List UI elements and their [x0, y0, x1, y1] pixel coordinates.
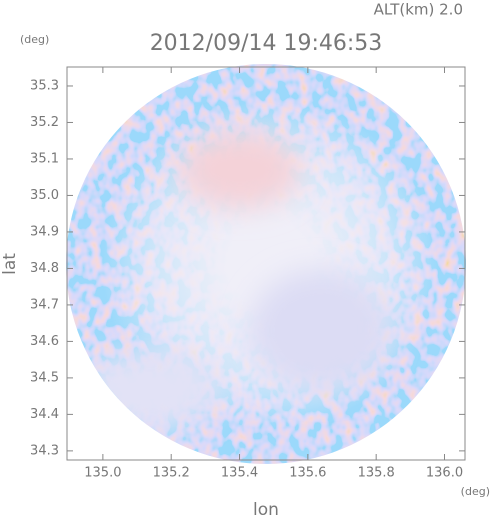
x-unit: (deg) — [461, 485, 490, 498]
x-tick-label: 135.2 — [153, 466, 190, 481]
y-tick-label: 34.7 — [30, 297, 59, 312]
y-tick-label: 34.4 — [30, 407, 59, 422]
y-tick-label: 34.5 — [30, 370, 59, 385]
y-unit: (deg) — [20, 33, 49, 46]
plot-frame — [66, 66, 466, 461]
y-tick-label: 35.2 — [30, 115, 59, 130]
y-tick-label: 35.3 — [30, 78, 59, 93]
x-tick-label: 136.0 — [426, 466, 463, 481]
y-tick-label: 35.0 — [30, 188, 59, 203]
x-tick-label: 135.4 — [221, 466, 258, 481]
x-tick-label: 135.8 — [358, 466, 395, 481]
y-tick-label: 34.3 — [30, 443, 59, 458]
radar-field — [66, 64, 466, 464]
header: ALT(km) 2.0 — [374, 1, 463, 19]
x-tick-label: 135.6 — [289, 466, 326, 481]
y-tick-label: 34.8 — [30, 261, 59, 276]
y-tick-label: 34.9 — [30, 224, 59, 239]
x-axis-label: lon — [253, 500, 279, 520]
y-tick-label: 34.6 — [30, 334, 59, 349]
x-tick-label: 135.0 — [84, 466, 121, 481]
y-axis-label: lat — [0, 253, 20, 275]
chart-title: 2012/09/14 19:46:53 — [150, 31, 383, 56]
y-tick-label: 35.1 — [30, 151, 59, 166]
